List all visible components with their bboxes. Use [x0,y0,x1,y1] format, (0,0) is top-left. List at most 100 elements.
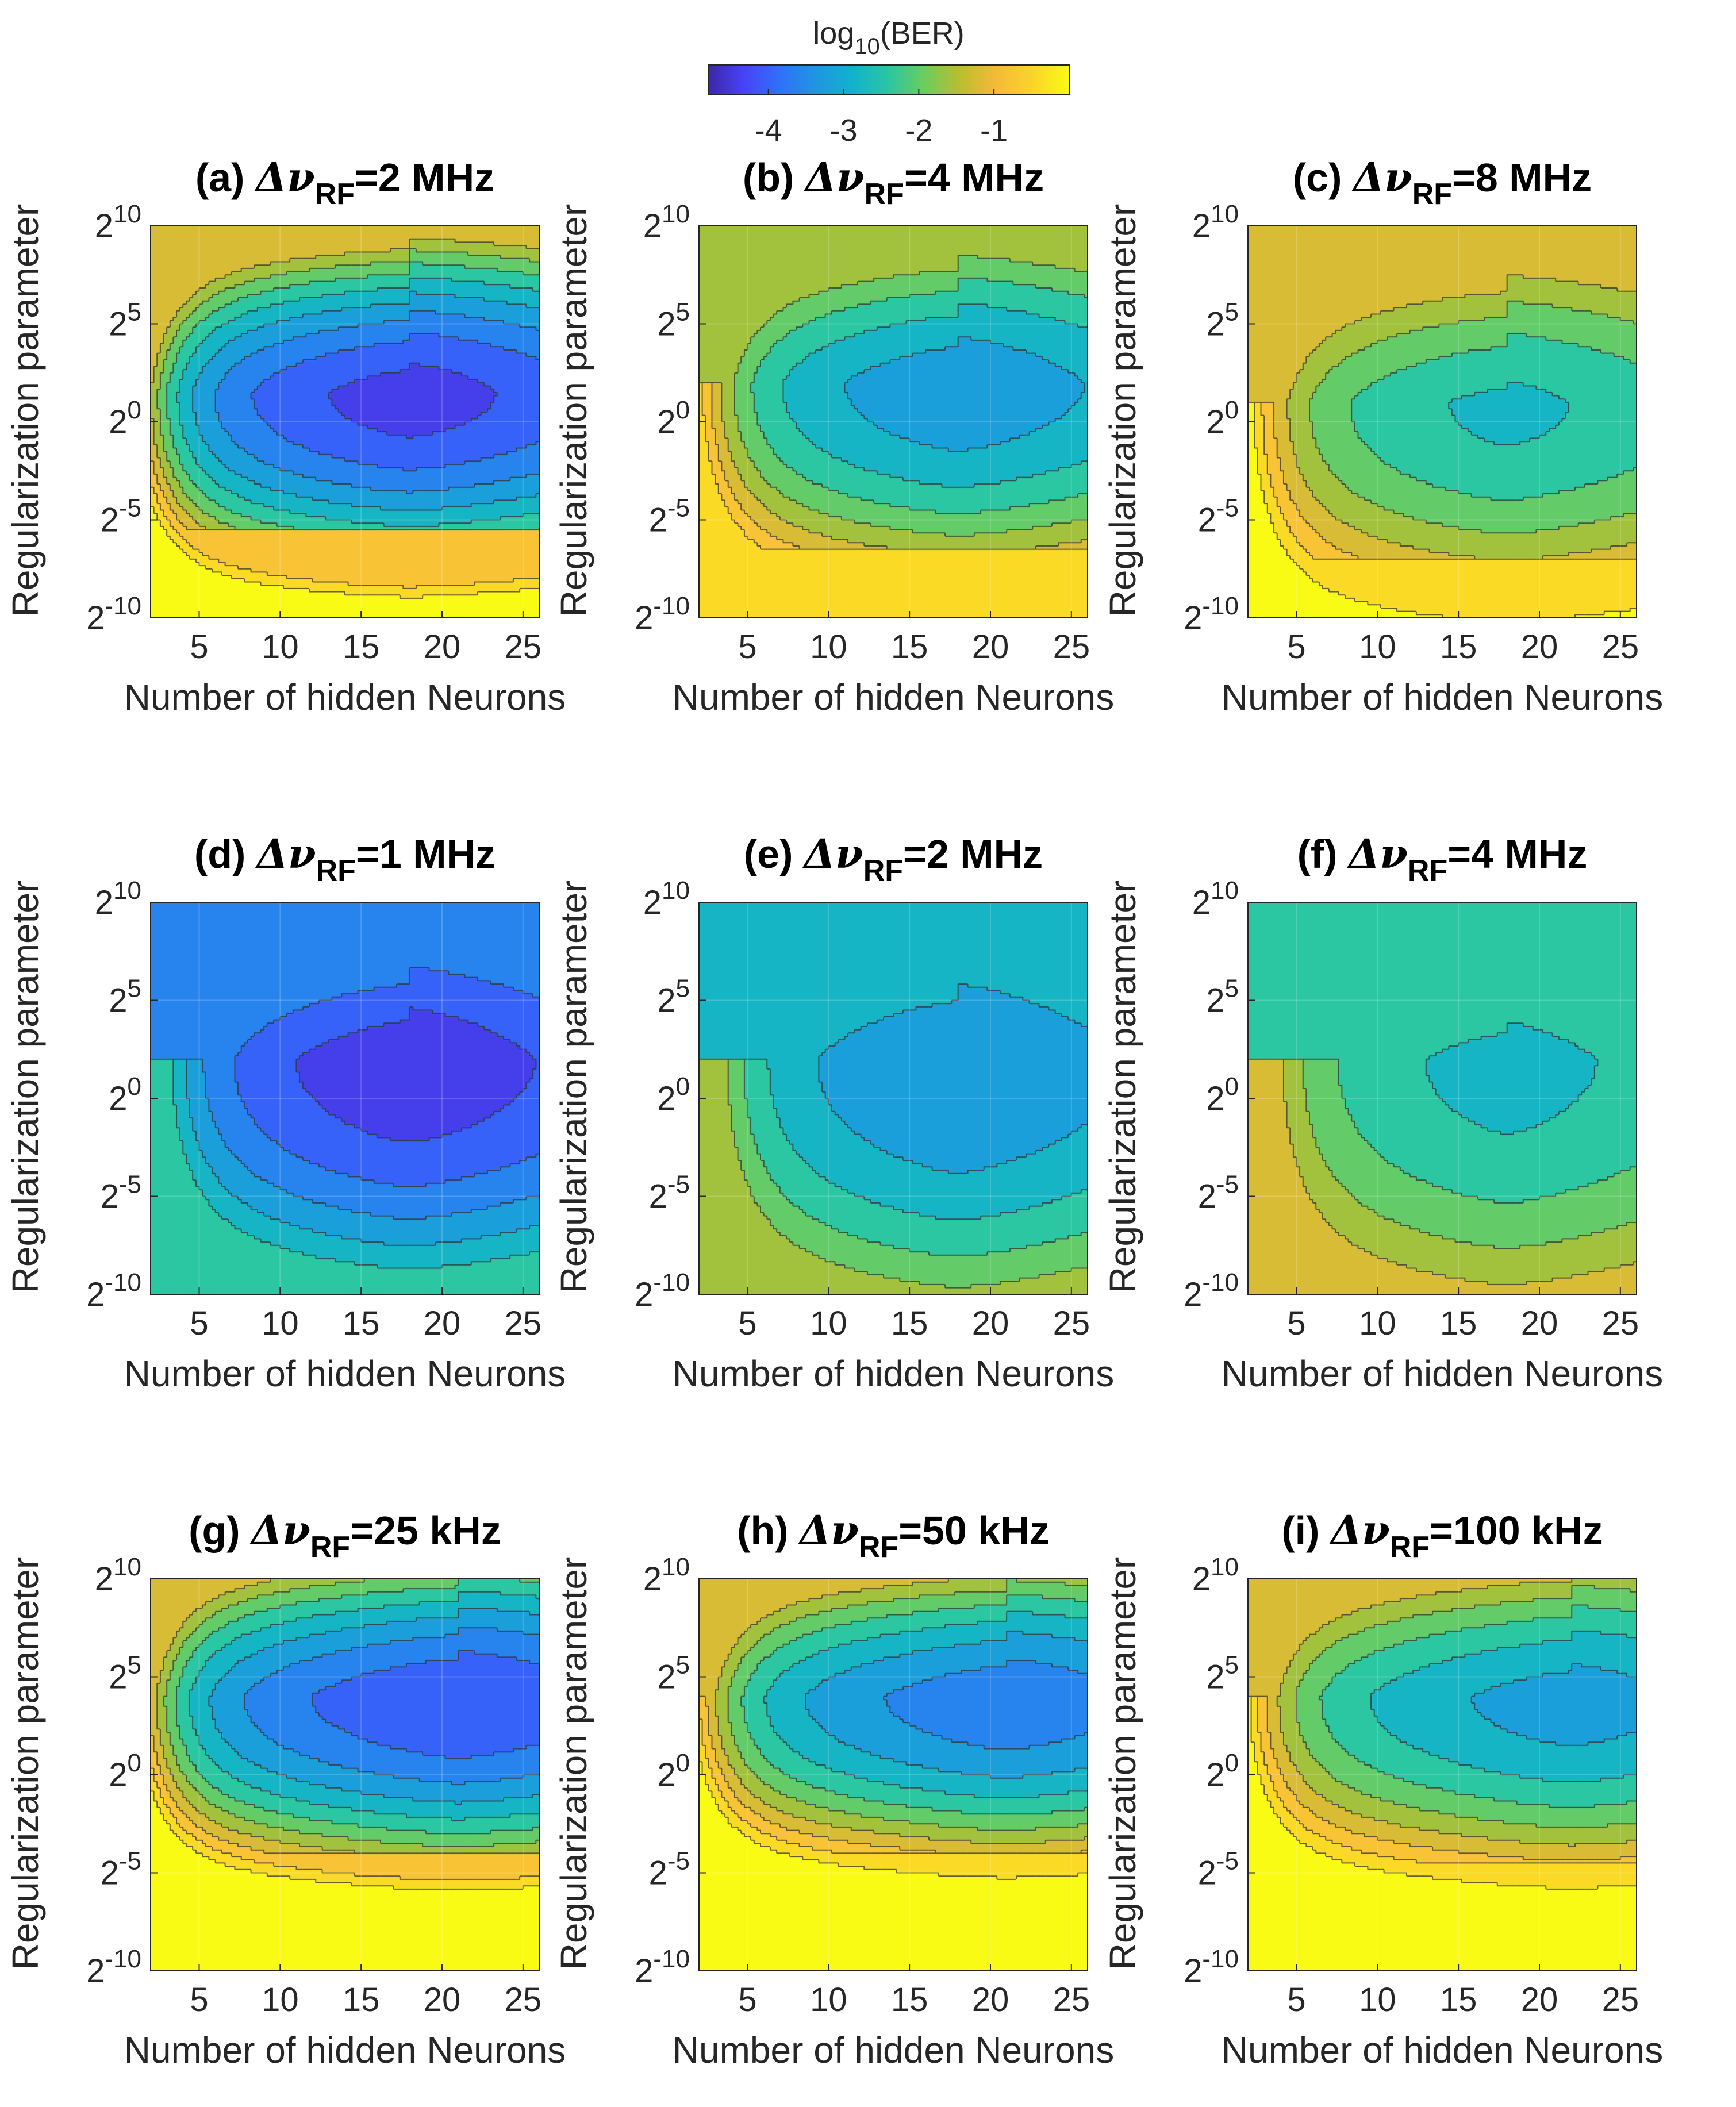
x-tick-label: 10 [262,1305,299,1342]
x-axis-label: Number of hidden Neurons [673,676,1114,718]
contour-lines [151,238,539,599]
panel-h: 5 10 15 20 25 210 25 20 2-5 2-10 Number of hidden … [553,1506,1114,2071]
heatmap-surface [699,226,1088,618]
x-tick-label: 5 [190,628,208,666]
colorbar-tick-label: -1 [980,113,1008,148]
x-tick-label: 5 [738,628,756,666]
y-tick-label: 2-10 [86,1268,141,1313]
panel-f: 5 10 15 20 25 210 25 20 2-5 2-10 Number of hidden … [1102,830,1663,1394]
y-tick-label: 20 [109,1072,141,1117]
panel-e: 5 10 15 20 25 210 25 20 2-5 2-10 Number of hidden … [553,830,1114,1394]
y-tick-label: 2-5 [649,1171,690,1216]
y-tick-label: 2-5 [1198,1171,1239,1216]
contour-lines [1248,1579,1637,1890]
x-tick-label: 20 [972,1981,1009,2018]
y-tick-label: 2-10 [1184,1945,1239,1990]
y-tick-label: 2-5 [1198,494,1239,539]
x-axis-label: Number of hidden Neurons [1222,2029,1663,2071]
x-tick-label: 15 [343,628,380,666]
y-tick-label: 2-10 [635,592,690,637]
panel-title: (i) ΔνRF=100 kHz [1281,1506,1603,1564]
x-axis-label: Number of hidden Neurons [124,1353,566,1394]
y-tick-label: 210 [643,876,690,921]
y-tick-label: 20 [109,396,141,441]
x-tick-label: 10 [1359,628,1396,666]
y-axis-label: Regularization parameter [1102,204,1143,617]
x-tick-label: 25 [505,1981,542,2018]
y-tick-label: 2-5 [101,1171,141,1216]
x-tick-label: 10 [262,1981,299,2018]
y-tick-label: 25 [109,298,141,343]
y-tick-label: 210 [95,200,141,245]
y-tick-label: 25 [657,1651,690,1696]
y-tick-label: 2-10 [86,1945,141,1990]
y-axis-label: Regularization parameter [553,881,594,1294]
y-tick-label: 2-10 [635,1945,690,1990]
y-axis-label: Regularization parameter [1102,1557,1143,1970]
contour-lines [699,1579,1088,1880]
x-tick-label: 15 [891,1981,928,2018]
y-tick-label: 25 [657,298,690,343]
contour-lines [1248,1022,1637,1285]
x-tick-label: 15 [1440,1981,1477,2018]
heatmap-surface [151,902,539,1294]
x-tick-label: 15 [891,628,928,666]
y-tick-label: 210 [1192,200,1239,245]
x-tick-label: 20 [972,628,1009,666]
x-axis-label: Number of hidden Neurons [673,1353,1114,1394]
contour-lines [699,983,1088,1289]
x-tick-label: 10 [810,1981,847,2018]
x-tick-label: 20 [424,1305,461,1342]
y-tick-label: 25 [657,975,690,1020]
contour-lines [151,1579,539,1890]
contour-lines [699,255,1088,550]
y-tick-label: 25 [109,1651,141,1696]
y-tick-label: 20 [657,396,690,441]
x-tick-label: 25 [1602,1305,1639,1342]
y-tick-label: 210 [643,1553,690,1598]
panel-title: (e) ΔνRF=2 MHz [744,830,1043,887]
panel-title: (a) ΔνRF=2 MHz [195,153,494,211]
panels: 5 10 15 20 25 210 25 20 2-5 2-10 Number of hidden … [5,153,1663,2071]
panel-a: 5 10 15 20 25 210 25 20 2-5 2-10 Number of hidden … [5,153,566,718]
y-tick-label: 210 [1192,876,1239,921]
panel-g: 5 10 15 20 25 210 25 20 2-5 2-10 Number of hidden … [5,1506,566,2071]
x-tick-label: 5 [1287,628,1305,666]
panel-d: 5 10 15 20 25 210 25 20 2-5 2-10 Number of hidden … [5,830,566,1394]
y-tick-label: 25 [1206,298,1239,343]
x-tick-label: 5 [190,1305,208,1342]
x-tick-label: 15 [891,1305,928,1342]
panel-title: (d) ΔνRF=1 MHz [194,830,496,887]
y-tick-label: 2-10 [1184,592,1239,637]
x-tick-label: 25 [505,628,542,666]
y-tick-label: 2-5 [101,1847,141,1892]
heatmap-surface [1248,1579,1637,1971]
x-tick-label: 25 [1602,628,1639,666]
y-tick-label: 20 [657,1072,690,1117]
x-tick-label: 10 [262,628,299,666]
x-tick-label: 15 [1440,628,1477,666]
y-axis-label: Regularization parameter [5,1557,46,1970]
x-axis-label: Number of hidden Neurons [124,676,566,718]
x-tick-label: 15 [1440,1305,1477,1342]
y-tick-label: 210 [95,876,141,921]
y-tick-label: 2-10 [635,1268,690,1313]
y-axis-label: Regularization parameter [5,881,46,1294]
y-tick-label: 2-10 [1184,1268,1239,1313]
colorbar-label: log10(BER) [813,16,965,59]
panel-title: (b) ΔνRF=4 MHz [743,153,1044,211]
y-tick-label: 2-10 [86,592,141,637]
colorbar-tick-label: -4 [755,113,782,148]
heatmap-surface [151,1579,539,1971]
panel-title: (f) ΔνRF=4 MHz [1297,830,1588,887]
y-axis-label: Regularization parameter [553,204,594,617]
x-tick-label: 10 [1359,1305,1396,1342]
y-tick-label: 25 [109,975,141,1020]
x-axis-label: Number of hidden Neurons [1222,676,1663,718]
y-tick-label: 2-5 [101,494,141,539]
panel-title: (c) ΔνRF=8 MHz [1293,153,1592,211]
y-tick-label: 2-5 [649,1847,690,1892]
x-axis-label: Number of hidden Neurons [124,2029,566,2071]
x-axis-label: Number of hidden Neurons [673,2029,1114,2071]
